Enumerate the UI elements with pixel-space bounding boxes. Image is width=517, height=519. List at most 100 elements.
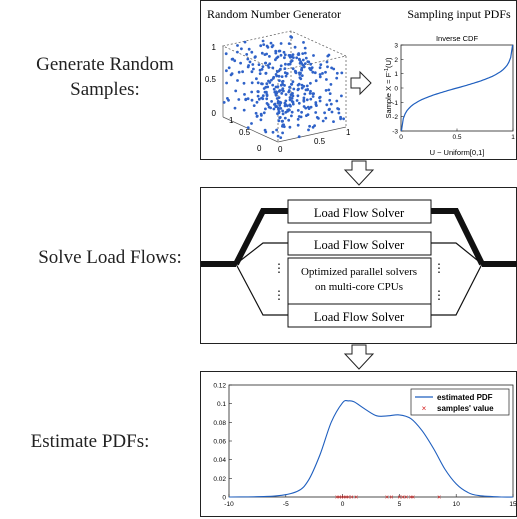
cube-tick-right-0: 0: [278, 145, 283, 154]
cube-scatter-point: [256, 81, 260, 85]
dots-left-2: ⋮: [273, 288, 285, 302]
cube-scatter-point: [246, 57, 250, 61]
cube-scatter-point: [284, 93, 288, 96]
cube-scatter-point: [281, 112, 285, 116]
cube-scatter-point: [229, 73, 233, 77]
cube-scatter-point: [300, 110, 303, 114]
pdf-sample-marker: ×: [342, 495, 346, 502]
inverse-cdf-y-tick-label: 0: [394, 86, 398, 93]
cube-scatter-point: [327, 108, 331, 111]
cube-scatter-point: [279, 107, 283, 110]
cube-scatter-point: [276, 134, 280, 138]
cube-scatter-point: [340, 71, 344, 75]
pdf-sample-marker: ×: [411, 495, 415, 502]
cube-scatter-point: [281, 119, 284, 123]
cube-scatter-point: [336, 107, 339, 110]
cube-scatter-point: [293, 45, 297, 49]
cube-scatter-point: [246, 97, 250, 101]
pdf-y-ticks: 0 0.02 0.04 0.06 0.08 0.1 0.12: [213, 383, 232, 502]
cube-scatter-point: [309, 105, 313, 109]
cube-scatter-point: [306, 88, 310, 91]
inverse-cdf-y-tick-label: 2: [394, 57, 398, 64]
step-label-generate: Generate Random Samples:: [20, 52, 190, 102]
pdf-y-tick-label: 0.12: [213, 383, 226, 390]
cube-scatter-point: [301, 52, 305, 55]
cube-scatter-point: [294, 71, 297, 74]
cube-scatter-point: [270, 45, 274, 49]
cube-scatter-point: [297, 101, 301, 105]
cube-scatter-point: [278, 49, 282, 53]
cube-scatter-point: [315, 104, 318, 107]
cube-scatter-point: [290, 55, 294, 59]
dots-right-1: ⋮: [433, 261, 445, 275]
cube-scatter-point: [277, 106, 280, 110]
solver-label-2: Load Flow Solver: [314, 238, 405, 252]
cube-scatter-point: [324, 70, 327, 74]
cube-scatter-point: [275, 105, 278, 108]
legend-marker-samples: ×: [422, 404, 427, 413]
pdf-x-tick-label: -10: [224, 501, 234, 508]
cube-scatter-point: [271, 83, 275, 87]
cube-scatter-point: [304, 106, 308, 110]
cube-scatter-point: [227, 66, 231, 70]
cube-scatter-plot: 1 0.5 0 1 0.5 0 0 0.5 1: [205, 30, 351, 154]
cube-scatter-point: [324, 116, 328, 120]
cube-scatter-point: [290, 114, 293, 118]
cube-scatter-point: [340, 94, 343, 98]
inverse-cdf-y-ticks: 3 2 1 0 -1 -2 -3: [392, 43, 404, 136]
cube-scatter-point: [236, 50, 239, 54]
bus-lines: [201, 208, 517, 267]
cube-scatter-point: [318, 96, 321, 100]
cube-scatter-point: [252, 67, 255, 71]
cube-scatter-point: [283, 84, 286, 87]
cube-scatter-point: [276, 112, 279, 116]
cube-scatter-point: [225, 81, 228, 85]
cube-scatter-point: [296, 94, 300, 98]
legend-label-estimated: estimated PDF: [437, 393, 493, 402]
cube-scatter-point: [290, 36, 294, 39]
cube-scatter-point: [256, 94, 260, 98]
cube-scatter-point: [299, 115, 303, 119]
cube-scatter-point: [283, 116, 287, 120]
cube-scatter-point: [240, 47, 243, 51]
cube-scatter-point: [308, 92, 312, 95]
cube-scatter-point: [277, 96, 281, 99]
cube-scatter-point: [271, 66, 275, 70]
cube-scatter-point: [243, 93, 246, 96]
cube-scatter-point: [286, 104, 289, 108]
cube-scatter-point: [318, 75, 322, 79]
rng-title: Random Number Generator: [207, 7, 341, 21]
pdf-y-tick-label: 0.06: [213, 439, 226, 446]
pdf-sample-markers: ×××××× × × × × × × × ×× ×: [335, 495, 441, 502]
cube-tick-front-0.5: 0.5: [239, 128, 251, 137]
pdf-sample-marker: ×: [337, 495, 341, 502]
cube-scatter-point: [250, 81, 254, 85]
cube-scatter-point: [301, 58, 305, 62]
inverse-cdf-y-tick-label: -1: [392, 100, 398, 107]
cube-scatter-point: [311, 95, 315, 98]
cube-scatter-point: [242, 108, 246, 112]
cube-scatter-point: [283, 104, 287, 108]
hollow-arrow-down-2-shape: [343, 344, 375, 370]
cube-scatter-point: [284, 62, 287, 66]
cube-scatter-point: [245, 53, 249, 56]
cube-scatter-point: [272, 87, 276, 91]
cube-tick-z-0.5: 0.5: [205, 75, 217, 84]
cube-scatter-point: [288, 62, 292, 66]
pdf-legend-box: [410, 388, 510, 416]
cube-scatter-point: [342, 117, 345, 121]
cube-scatter-point: [335, 76, 339, 80]
cube-scatter-point: [269, 41, 273, 45]
cube-scatter-point: [275, 91, 279, 95]
cube-scatter-point: [284, 74, 288, 78]
pdf-sample-marker: ×: [354, 495, 358, 502]
pdf-chart: 00.020.040.060.080.10.12 -10 -5 0 5 10 15 ×××…: [213, 383, 517, 509]
cube-scatter-point: [244, 97, 248, 101]
cube-scatter-point: [332, 120, 335, 123]
cube-scatter-point: [279, 136, 283, 140]
cube-scatter-point: [251, 63, 255, 66]
cube-scatter-point: [267, 105, 271, 109]
cube-scatter-point: [257, 97, 261, 101]
cube-scatter-point: [298, 76, 302, 79]
cube-scatter-point: [258, 68, 262, 72]
